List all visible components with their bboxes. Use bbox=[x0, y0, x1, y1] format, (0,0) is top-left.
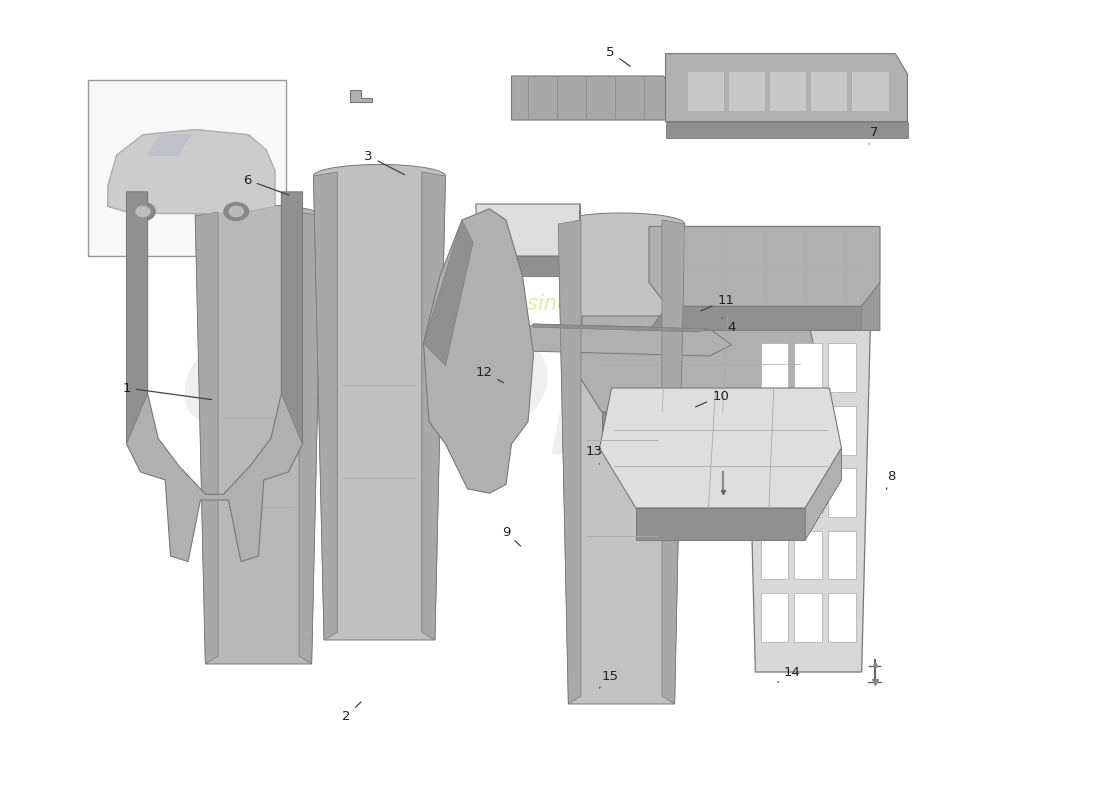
Polygon shape bbox=[760, 530, 789, 579]
Text: 2: 2 bbox=[342, 702, 361, 722]
Polygon shape bbox=[602, 412, 795, 440]
Polygon shape bbox=[760, 343, 789, 392]
Text: a passion for parts since 1985: a passion for parts since 1985 bbox=[327, 294, 641, 314]
Text: 14: 14 bbox=[778, 666, 801, 682]
Text: 5: 5 bbox=[606, 46, 630, 66]
Polygon shape bbox=[512, 76, 676, 120]
Polygon shape bbox=[477, 256, 579, 276]
Polygon shape bbox=[196, 212, 218, 664]
Text: s: s bbox=[364, 314, 450, 454]
Text: 4: 4 bbox=[723, 318, 736, 334]
Polygon shape bbox=[828, 343, 856, 392]
Text: 9: 9 bbox=[502, 526, 520, 546]
Polygon shape bbox=[299, 212, 321, 664]
Polygon shape bbox=[196, 205, 321, 664]
Polygon shape bbox=[794, 343, 822, 392]
Polygon shape bbox=[108, 130, 275, 214]
Polygon shape bbox=[828, 593, 856, 642]
Polygon shape bbox=[794, 593, 822, 642]
Polygon shape bbox=[512, 324, 732, 356]
Circle shape bbox=[136, 206, 150, 217]
Text: 12: 12 bbox=[475, 366, 504, 382]
Polygon shape bbox=[421, 172, 446, 640]
Polygon shape bbox=[558, 213, 684, 704]
Polygon shape bbox=[600, 388, 842, 508]
Polygon shape bbox=[282, 192, 303, 444]
Polygon shape bbox=[769, 70, 806, 111]
Circle shape bbox=[131, 202, 155, 221]
Polygon shape bbox=[126, 192, 147, 444]
Polygon shape bbox=[126, 192, 302, 562]
Polygon shape bbox=[662, 220, 684, 704]
Polygon shape bbox=[636, 508, 805, 540]
Polygon shape bbox=[424, 220, 473, 366]
Polygon shape bbox=[828, 406, 856, 454]
Polygon shape bbox=[795, 374, 820, 440]
Polygon shape bbox=[534, 324, 710, 332]
Polygon shape bbox=[666, 122, 908, 138]
Text: 11: 11 bbox=[701, 294, 735, 311]
Polygon shape bbox=[475, 204, 581, 256]
Polygon shape bbox=[794, 468, 822, 517]
Polygon shape bbox=[579, 204, 581, 276]
Polygon shape bbox=[666, 54, 908, 122]
Text: europ: europ bbox=[178, 314, 658, 454]
Polygon shape bbox=[649, 306, 880, 330]
Polygon shape bbox=[794, 530, 822, 579]
Polygon shape bbox=[148, 134, 190, 155]
Polygon shape bbox=[760, 406, 789, 454]
Circle shape bbox=[229, 206, 243, 217]
Text: 15: 15 bbox=[600, 670, 619, 688]
Polygon shape bbox=[424, 209, 534, 494]
Text: 3: 3 bbox=[364, 150, 405, 174]
Circle shape bbox=[224, 202, 249, 221]
Polygon shape bbox=[314, 165, 446, 640]
Text: 1: 1 bbox=[122, 382, 211, 400]
Polygon shape bbox=[794, 406, 822, 454]
Polygon shape bbox=[350, 90, 372, 102]
Text: 13: 13 bbox=[585, 446, 603, 464]
Text: 7: 7 bbox=[869, 126, 879, 144]
Polygon shape bbox=[760, 468, 789, 517]
Polygon shape bbox=[805, 448, 842, 540]
Polygon shape bbox=[578, 316, 820, 412]
Polygon shape bbox=[811, 70, 847, 111]
Polygon shape bbox=[686, 70, 724, 111]
Polygon shape bbox=[314, 172, 338, 640]
Polygon shape bbox=[851, 70, 889, 111]
Polygon shape bbox=[861, 282, 880, 330]
FancyBboxPatch shape bbox=[88, 80, 286, 256]
Text: 8: 8 bbox=[887, 470, 895, 490]
Polygon shape bbox=[558, 220, 581, 704]
Polygon shape bbox=[760, 593, 789, 642]
Text: 6: 6 bbox=[243, 174, 289, 195]
Polygon shape bbox=[649, 226, 880, 306]
Polygon shape bbox=[828, 468, 856, 517]
Polygon shape bbox=[828, 530, 856, 579]
Polygon shape bbox=[728, 70, 766, 111]
Polygon shape bbox=[746, 263, 871, 672]
Text: 10: 10 bbox=[695, 390, 729, 407]
